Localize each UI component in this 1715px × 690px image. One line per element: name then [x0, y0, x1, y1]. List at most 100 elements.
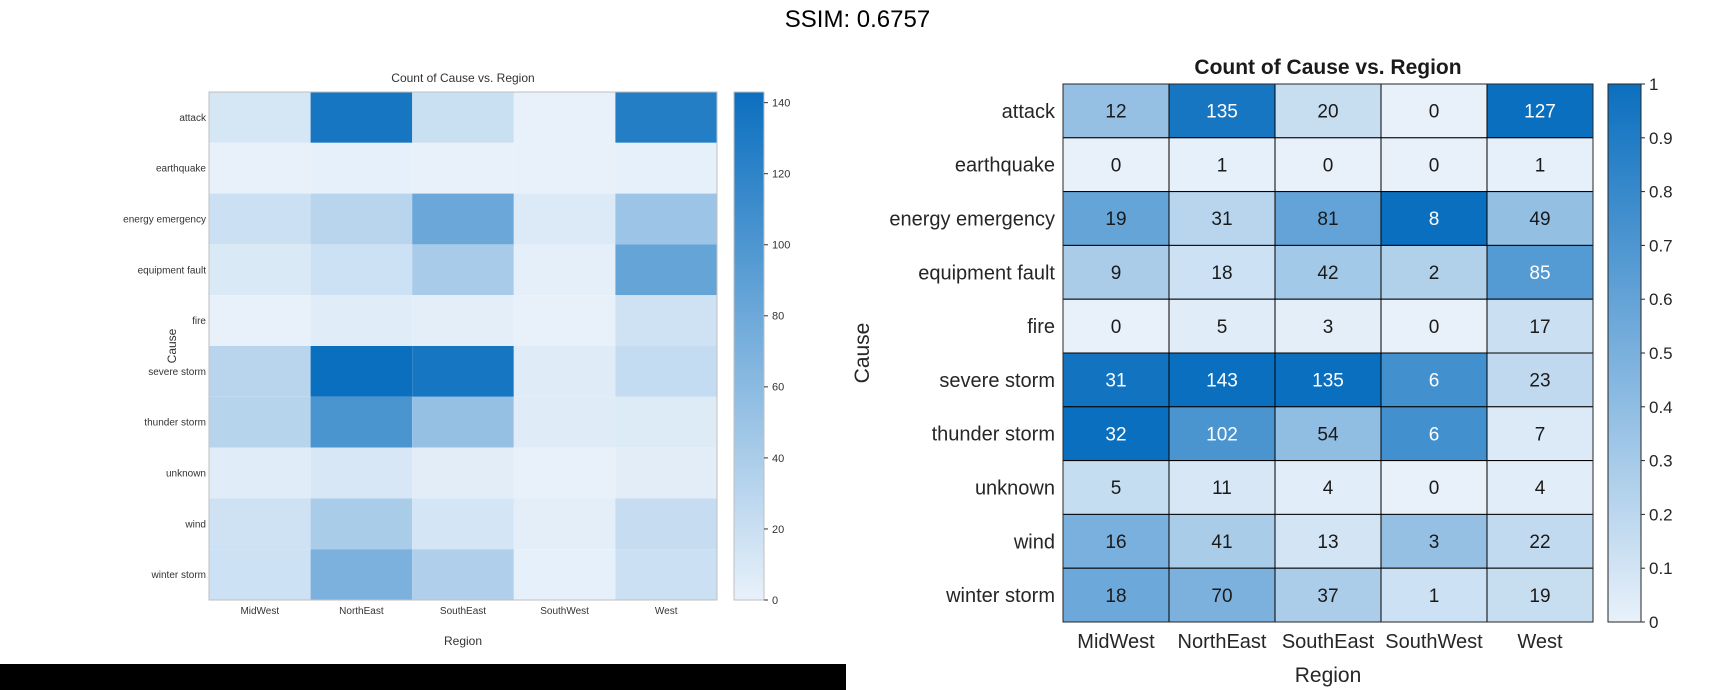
y-tick-label: unknown [166, 469, 206, 480]
colorbar-tick-label: 0.8 [1649, 183, 1673, 202]
heatmap-cell [412, 549, 514, 600]
cell-value-label: 7 [1535, 424, 1546, 445]
cell-value-label: 127 [1524, 102, 1556, 123]
heatmap-cell [513, 142, 616, 194]
heatmap-cell [1062, 406, 1170, 462]
heatmap-cell [1274, 406, 1382, 462]
heatmap-cell [310, 142, 413, 194]
heatmap-cell [1380, 406, 1488, 462]
heatmap-cell [1062, 352, 1170, 408]
heatmap-cell [513, 498, 616, 550]
heatmap-cell [1168, 406, 1276, 462]
heatmap-cell [209, 346, 311, 397]
cell-value-label: 16 [1105, 532, 1126, 553]
heatmap-cell [1486, 137, 1594, 193]
heatmap-cell [1380, 513, 1488, 569]
heatmap-cell [1274, 513, 1382, 569]
heatmap-cell [412, 295, 514, 346]
plot-frame [1062, 83, 1594, 623]
cell-value-label: 70 [1211, 586, 1232, 607]
y-tick-label: energy emergency [889, 209, 1055, 231]
heatmap-cell [209, 92, 311, 143]
cell-value-label: 19 [1529, 586, 1550, 607]
heatmap-cell [1486, 244, 1594, 300]
heatmap-cell [1274, 191, 1382, 246]
heatmap-cell [209, 142, 311, 194]
heatmap-cell [412, 142, 514, 194]
heatmap-cell [1062, 567, 1170, 623]
x-tick-label: West [655, 606, 678, 617]
y-tick-label: earthquake [156, 164, 206, 175]
heatmap-cell [1062, 137, 1170, 193]
cell-value-label: 31 [1105, 371, 1126, 392]
colorbar-tick-label: 140 [772, 98, 790, 110]
heatmap-cell [615, 346, 717, 397]
cell-value-label: 102 [1206, 424, 1238, 445]
heatmap-cell [1168, 244, 1276, 300]
cell-value-label: 81 [1317, 209, 1338, 230]
cell-value-label: 6 [1429, 371, 1440, 392]
heatmap-cell [1274, 460, 1382, 515]
heatmap-cell [1168, 298, 1276, 354]
heatmap-cell [412, 193, 514, 245]
heatmap-cell [513, 396, 616, 448]
heatmap-cell [1380, 191, 1488, 246]
heatmap-cell [1380, 298, 1488, 354]
x-tick-label: MidWest [1077, 631, 1155, 653]
heatmap-cell [412, 447, 514, 499]
heatmap-cell [209, 549, 311, 600]
heatmap-cell [1168, 513, 1276, 569]
heatmap-cell [615, 295, 717, 346]
cell-value-label: 6 [1429, 424, 1440, 445]
heatmap-cell [513, 447, 616, 499]
y-tick-label: thunder storm [144, 418, 206, 429]
cell-value-label: 0 [1429, 317, 1440, 338]
heatmap-cell [513, 92, 616, 143]
y-tick-label: attack [179, 113, 207, 124]
cell-value-label: 41 [1211, 532, 1232, 553]
heatmap-cell [412, 396, 514, 448]
y-tick-label: attack [1002, 101, 1056, 123]
cell-value-label: 0 [1429, 478, 1440, 499]
cell-value-label: 0 [1111, 317, 1122, 338]
cell-value-label: 1 [1535, 155, 1546, 176]
cell-value-label: 4 [1323, 478, 1334, 499]
cell-value-label: 3 [1323, 317, 1334, 338]
left-heatmap-chart: Count of Cause vs. Region attack earthquak… [123, 71, 790, 648]
y-tick-label: wind [1013, 531, 1055, 553]
heatmap-cell [1486, 298, 1594, 354]
heatmap-cell [513, 244, 616, 296]
cell-value-label: 135 [1312, 371, 1344, 392]
y-tick-label: wind [184, 519, 206, 530]
heatmap-cell [1274, 244, 1382, 300]
heatmap-cell [310, 346, 413, 397]
y-tick-label: earthquake [955, 155, 1055, 177]
cell-value-label: 19 [1105, 209, 1126, 230]
y-tick-label: energy emergency [123, 215, 206, 226]
cell-value-label: 0 [1429, 102, 1440, 123]
y-tick-label: severe storm [148, 367, 206, 378]
y-axis-label: Cause [851, 323, 874, 384]
heatmap-cell [209, 447, 311, 499]
heatmap-cell [615, 92, 717, 143]
cell-value-label: 11 [1212, 478, 1232, 499]
colorbar-tick-label: 0.7 [1649, 236, 1673, 255]
heatmap-cell [1168, 137, 1276, 193]
cell-value-label: 1 [1217, 155, 1228, 176]
heatmap-cell [615, 193, 717, 245]
heatmap-cell [1168, 460, 1276, 515]
black-bar [0, 664, 846, 690]
colorbar-tick-label: 1 [1649, 75, 1658, 94]
heatmap-cell [1380, 244, 1488, 300]
colorbar-tick-label: 0.6 [1649, 290, 1673, 309]
cell-value-label: 54 [1317, 424, 1339, 445]
heatmap-cell [1274, 352, 1382, 408]
heatmap-cell [1168, 567, 1276, 623]
cell-value-label: 2 [1429, 263, 1440, 284]
heatmap-cell [209, 396, 311, 448]
plot-frame [208, 91, 718, 601]
heatmap-cell [209, 498, 311, 550]
heatmap-cell [412, 244, 514, 296]
heatmap-cell [615, 498, 717, 550]
